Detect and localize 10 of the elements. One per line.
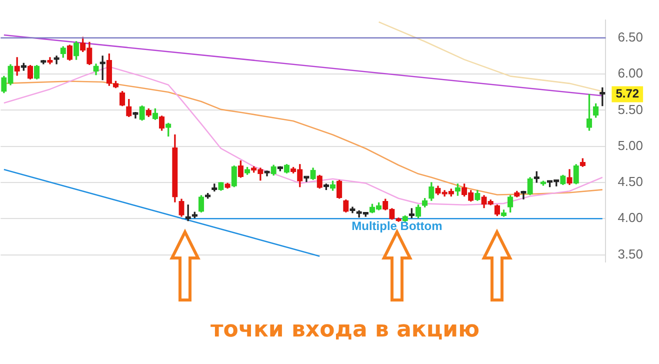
y-tick-label: 6.50 <box>618 29 644 44</box>
y-tick-label: 3.50 <box>618 246 644 262</box>
y-tick-label: 4.00 <box>618 210 644 226</box>
text: точки входа в акцию <box>210 318 480 343</box>
y-tick-label: 5.50 <box>618 102 644 117</box>
annotation: Multiple Bottom <box>352 218 442 233</box>
text: 5.72 <box>616 86 640 101</box>
y-tick-label: 5.00 <box>618 138 644 153</box>
y-tick-label: 6.00 <box>618 66 644 81</box>
y-tick-label: 4.50 <box>618 174 644 190</box>
